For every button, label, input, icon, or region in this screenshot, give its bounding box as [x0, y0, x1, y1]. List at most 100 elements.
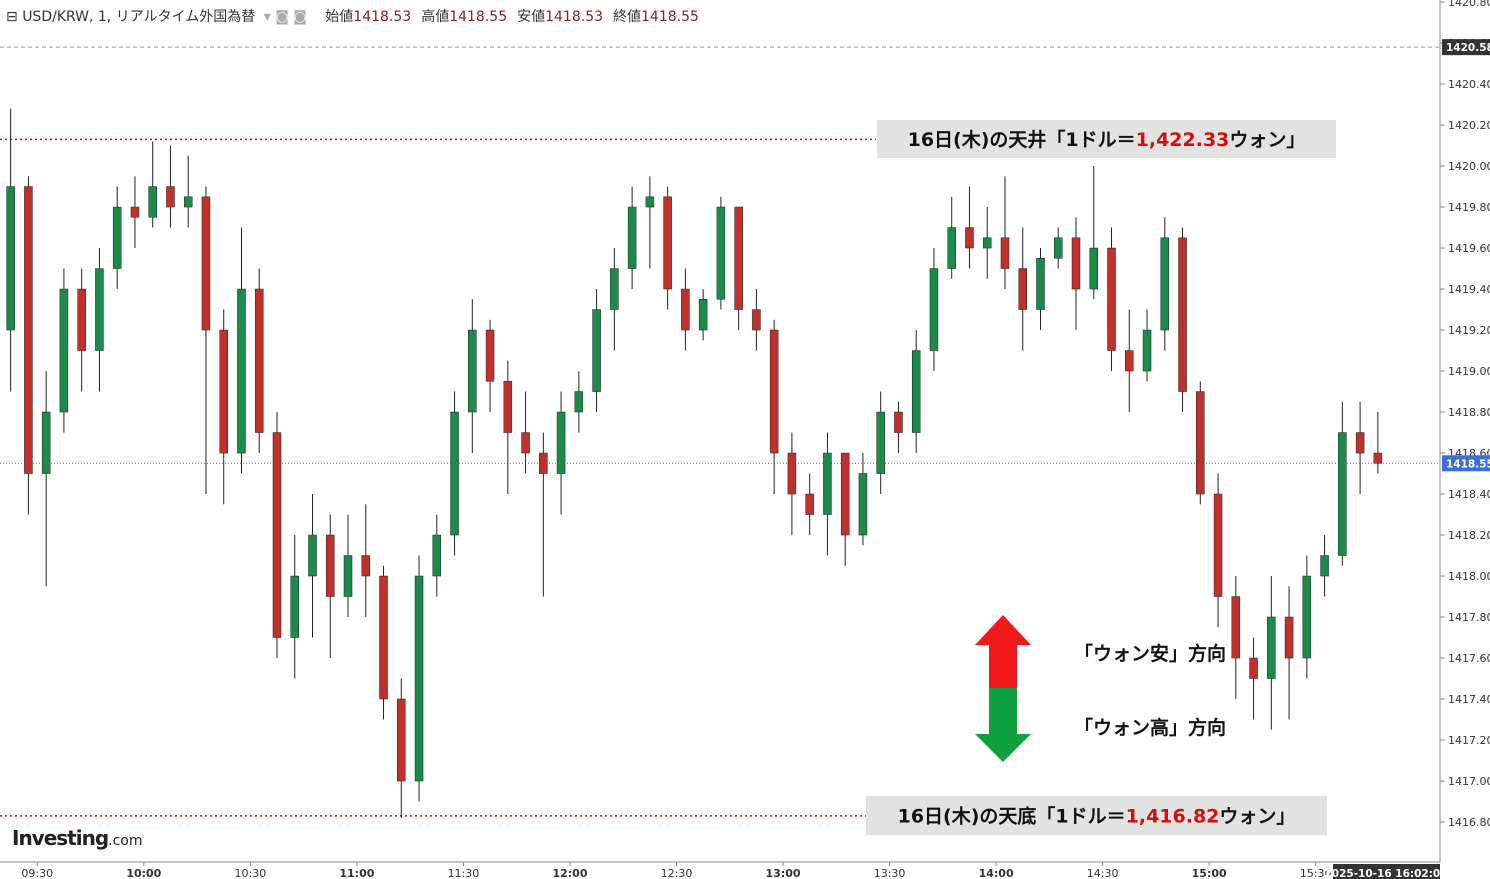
candle-body — [326, 534, 335, 597]
candle — [1089, 166, 1099, 300]
candle — [485, 319, 495, 413]
candle — [965, 186, 974, 269]
candle — [663, 186, 672, 310]
ohlc-label: 終値 — [613, 9, 642, 25]
candle — [840, 452, 850, 566]
dropdown[interactable]: ▾ ◙ ◙ — [263, 9, 307, 25]
candle — [450, 391, 459, 556]
candle — [627, 186, 637, 290]
arrow-label: 「ウォン高」方向 — [1074, 716, 1226, 739]
price-tag-label: 1420.58 — [1446, 42, 1490, 54]
candle-body — [556, 411, 566, 474]
x-tick-label: 09:30 — [21, 867, 53, 879]
candle — [379, 565, 388, 720]
candle-body — [876, 411, 885, 474]
candle-body — [894, 411, 903, 433]
candle-body — [929, 268, 939, 351]
down-arrow — [975, 688, 1031, 762]
x-tick-label: 12:30 — [661, 867, 693, 879]
candle-body — [645, 196, 655, 208]
candle-body — [237, 288, 246, 454]
y-tick-label: 1419.40 — [1448, 283, 1490, 296]
y-tick-label: 1418.80 — [1448, 406, 1490, 419]
candle — [1267, 576, 1276, 730]
candle-body — [166, 186, 175, 208]
price-tag — [1442, 455, 1490, 472]
ohlc-label: 始値 — [325, 9, 354, 25]
candle — [397, 678, 406, 818]
candle-body — [468, 329, 477, 413]
logo-suffix: .com — [108, 833, 142, 849]
header: ⊟ USD/KRW, 1, リアルタイム外国為替 ▾ ◙ ◙ 始値1418.53… — [6, 6, 709, 26]
candle — [1107, 227, 1116, 372]
candle — [681, 268, 690, 351]
menu-icon[interactable]: ⊟ — [6, 9, 18, 25]
candle-body — [219, 329, 228, 454]
candle-body — [627, 206, 637, 269]
candle — [468, 299, 477, 454]
candle — [1053, 227, 1063, 269]
candle — [1160, 217, 1170, 351]
candle-body — [787, 452, 797, 495]
candle — [823, 432, 832, 556]
candle-body — [610, 268, 619, 310]
candle-body — [574, 391, 584, 413]
candle — [752, 289, 761, 351]
candle-body — [450, 411, 459, 536]
candle — [219, 309, 228, 505]
candle — [361, 504, 371, 618]
candle-body — [112, 206, 122, 269]
candle-body — [254, 288, 264, 433]
candle-body — [823, 452, 832, 515]
candle-body — [77, 288, 86, 351]
candle-body — [130, 206, 140, 218]
candle — [1071, 217, 1081, 331]
candle — [911, 330, 921, 454]
candle — [41, 371, 51, 587]
candle-body — [272, 432, 282, 638]
candle — [254, 268, 264, 454]
candle-body — [947, 227, 956, 269]
x-tick-label: 14:30 — [1087, 867, 1119, 879]
candle-body — [911, 350, 921, 433]
candle-body — [698, 299, 708, 331]
candle-body — [343, 555, 353, 597]
candle — [95, 248, 104, 392]
candle-body — [663, 196, 672, 290]
candle — [858, 453, 868, 546]
x-tick-label: 15:00 — [1192, 867, 1227, 879]
candle — [6, 108, 15, 392]
candle — [326, 514, 335, 659]
candle — [1125, 309, 1134, 413]
candle-body — [592, 309, 601, 392]
candle-body — [734, 206, 743, 310]
candle-body — [414, 575, 424, 782]
candle — [947, 196, 956, 279]
candle — [539, 432, 548, 597]
candle — [166, 145, 175, 228]
x-tick-label: 13:00 — [766, 867, 801, 879]
candle-body — [1018, 268, 1027, 310]
annotation-prefix: 16日(木)の天井「1ドル＝ — [908, 128, 1136, 151]
candle — [769, 319, 779, 495]
candle-body — [1338, 432, 1347, 556]
candle — [521, 391, 530, 474]
y-tick-label: 1418.00 — [1448, 570, 1490, 583]
candle — [734, 206, 743, 331]
candle-body — [1053, 237, 1063, 259]
candle — [1178, 227, 1187, 413]
candle-body — [1302, 575, 1312, 659]
candle-body — [1036, 258, 1045, 310]
y-tick-label: 1420.00 — [1448, 160, 1490, 173]
candle-body — [361, 555, 371, 577]
candle-body — [201, 196, 211, 331]
candle-body — [397, 698, 406, 782]
candle-body — [1160, 237, 1170, 331]
candle-body — [183, 196, 193, 208]
candle-body — [59, 288, 69, 413]
candle — [183, 155, 193, 228]
candle-body — [95, 268, 104, 351]
candle-body — [681, 288, 690, 331]
